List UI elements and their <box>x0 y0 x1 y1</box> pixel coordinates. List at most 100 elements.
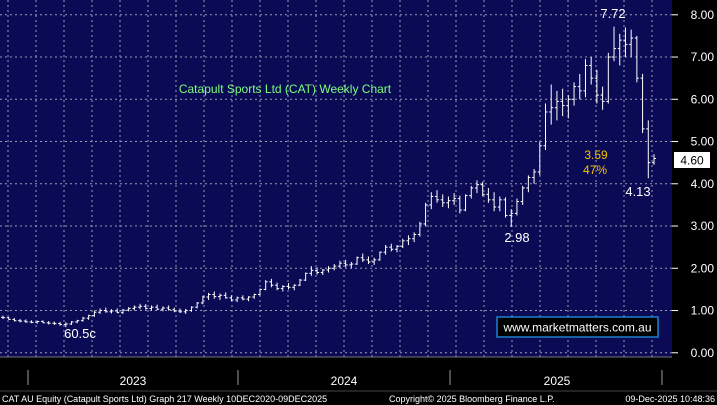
price-bar <box>463 194 468 212</box>
price-bar <box>200 295 205 305</box>
price-bar <box>218 293 222 300</box>
price-bar <box>52 321 57 325</box>
price-bar <box>183 308 188 314</box>
price-bar <box>514 198 519 216</box>
price-bar <box>223 292 228 299</box>
price-bar <box>377 251 382 261</box>
price-bars <box>1 26 656 328</box>
price-bar <box>629 29 634 58</box>
price-bar <box>189 306 194 312</box>
price-bar <box>554 90 559 121</box>
price-bar <box>492 192 497 212</box>
price-bar <box>18 318 23 323</box>
price-bar <box>155 304 160 311</box>
price-bar <box>303 272 308 281</box>
y-tick-label: 0.00 <box>691 346 715 360</box>
last-price-label: 4.60 <box>674 152 710 168</box>
price-bar <box>469 185 474 199</box>
price-bar <box>543 103 548 150</box>
price-bar <box>480 181 485 197</box>
price-bar <box>360 253 365 262</box>
y-tick-label: 4.00 <box>691 177 715 191</box>
price-bar <box>178 308 183 314</box>
price-bar <box>12 318 17 322</box>
price-bar <box>349 261 354 269</box>
price-bar <box>212 291 217 299</box>
price-bar <box>435 190 439 203</box>
price-bar <box>640 73 645 134</box>
price-bar <box>383 245 388 255</box>
price-bar <box>98 308 103 314</box>
price-bar <box>257 288 262 296</box>
price-bar <box>446 196 451 209</box>
price-bar <box>320 269 325 276</box>
footer-timestamp: 09-Dec-2025 10:48:36 <box>625 394 715 404</box>
price-bar <box>355 256 360 265</box>
price-bar <box>115 308 120 314</box>
y-tick-label: 5.00 <box>691 135 715 149</box>
price-bar <box>46 321 51 325</box>
website-text: www.marketmatters.com.au <box>502 321 651 335</box>
footer-copyright: Copyright© 2025 Bloomberg Finance L.P. <box>389 394 555 404</box>
price-bar <box>412 232 417 243</box>
price-bar <box>583 59 588 98</box>
price-bar <box>417 221 422 237</box>
price-bar <box>1 315 5 319</box>
price-bar <box>6 316 11 320</box>
price-bar <box>40 320 45 324</box>
price-bar <box>166 305 171 311</box>
price-bar <box>132 305 137 311</box>
price-bar <box>292 284 297 291</box>
price-bar <box>269 278 274 288</box>
price-bar <box>120 308 125 314</box>
price-bar <box>497 196 502 212</box>
price-bar <box>86 314 91 320</box>
price-bar <box>509 209 514 227</box>
right-axis-background <box>672 0 717 357</box>
price-bar <box>35 320 40 324</box>
bottom-axis-background <box>0 357 717 405</box>
y-tick-label: 7.00 <box>691 50 715 64</box>
price-bar <box>252 293 257 299</box>
y-axis-ticks: 0.00 1.00 2.00 3.00 4.00 5.00 6.00 7.00 8.00 <box>672 8 714 360</box>
price-bar <box>160 306 165 312</box>
price-bar <box>75 319 80 324</box>
price-bar <box>406 235 411 246</box>
price-bar <box>69 321 74 325</box>
price-bar <box>440 194 445 208</box>
price-bar <box>143 304 148 310</box>
price-bar <box>520 185 525 205</box>
price-bar <box>623 27 628 58</box>
price-bar <box>429 192 434 210</box>
y-tick-label: 3.00 <box>691 219 715 233</box>
price-bar <box>594 69 599 104</box>
x-tick-2025: 2025 <box>544 374 571 388</box>
price-bar <box>452 193 457 205</box>
annotation-high-2025: 7.72 <box>600 6 625 21</box>
price-bar <box>457 195 462 214</box>
price-bar <box>577 73 582 100</box>
y-tick-label: 6.00 <box>691 92 715 106</box>
price-bar <box>235 296 240 303</box>
price-bar <box>474 180 479 194</box>
y-tick-label: 8.00 <box>691 8 715 22</box>
chart-title: Catapult Sports Ltd (CAT) Weekly Chart <box>179 82 392 96</box>
price-bar <box>80 316 85 322</box>
price-bar <box>634 35 639 83</box>
price-bar <box>612 26 617 62</box>
y-tick-label: 2.00 <box>691 261 715 275</box>
price-bar <box>286 283 291 290</box>
price-bar <box>109 309 114 314</box>
price-bar <box>589 57 594 85</box>
price-bar <box>240 295 245 301</box>
x-tick-2023: 2023 <box>120 374 147 388</box>
x-tick-2024: 2024 <box>331 374 358 388</box>
price-bar <box>326 266 331 273</box>
annotation-bounce-percent: 47% <box>583 163 607 177</box>
price-bar <box>275 282 280 291</box>
price-bar <box>389 243 394 252</box>
price-bar <box>280 285 285 292</box>
price-bar <box>652 154 656 165</box>
